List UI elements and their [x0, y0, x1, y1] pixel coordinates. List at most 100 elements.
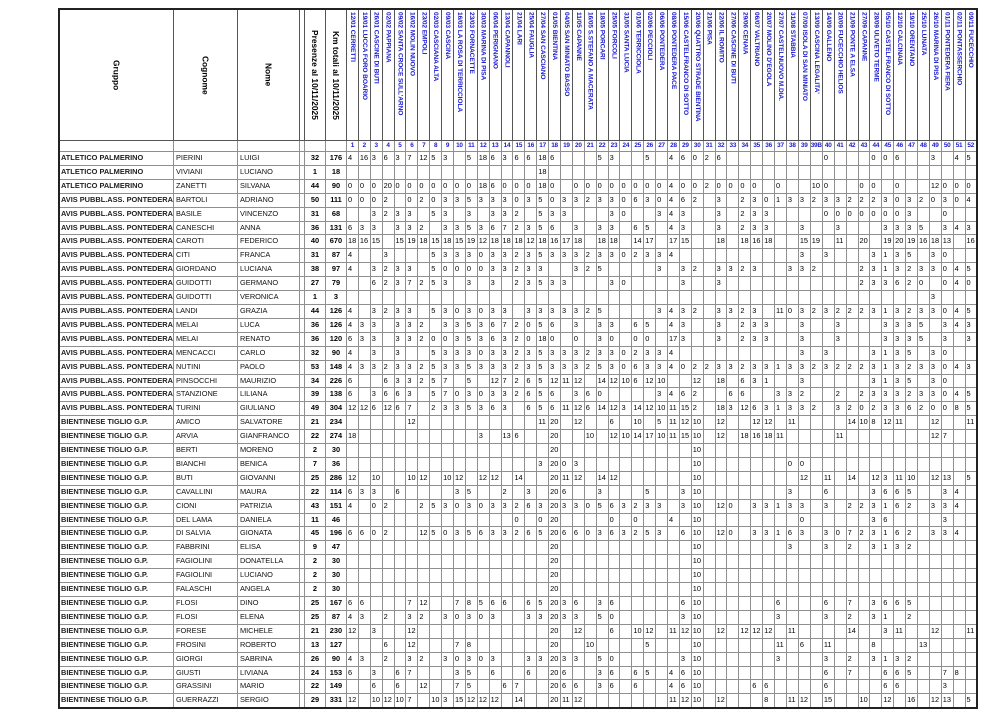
event-value-cell — [833, 693, 847, 709]
event-value-cell — [952, 637, 966, 653]
event-value-cell: 0 — [595, 387, 609, 403]
event-value-cell — [571, 582, 585, 597]
event-value-cell: 6 — [631, 317, 645, 333]
event-value-cell — [476, 512, 490, 528]
event-value-cell — [595, 443, 609, 458]
event-value-cell: 0 — [536, 512, 550, 528]
cognome-cell: DI SALVIA — [172, 526, 238, 542]
event-value-cell: 0 — [726, 178, 740, 194]
event-value-cell: 12 — [571, 470, 585, 486]
presenze-cell: 49 — [303, 401, 326, 417]
event-number: 33 — [726, 140, 740, 152]
event-value-cell: 3 — [619, 526, 633, 542]
event-value-cell — [845, 248, 859, 264]
event-value-cell — [702, 540, 716, 556]
event-value-cell — [441, 512, 454, 528]
event-value-cell — [785, 512, 799, 528]
event-value-cell: 6 — [393, 484, 407, 500]
km-cell: 126 — [324, 317, 347, 333]
col-header-gruppo: Gruppo — [58, 8, 174, 141]
event-value-cell: 1 — [774, 526, 787, 542]
event-value-cell — [429, 568, 443, 584]
event-value-cell — [797, 415, 811, 431]
event-value-cell — [619, 303, 633, 319]
event-value-cell — [464, 429, 478, 445]
event-value-cell — [952, 290, 966, 305]
event-value-cell — [405, 164, 419, 180]
event-value-cell — [845, 582, 859, 597]
event-value-cell: 11 — [785, 693, 799, 709]
event-value-cell — [631, 262, 645, 278]
event-value-cell — [405, 540, 419, 556]
event-number: 41 — [833, 140, 847, 152]
event-value-cell — [750, 387, 764, 403]
event-value-cell: 0 — [619, 276, 633, 292]
nome-cell: ANGELA — [236, 582, 300, 597]
event-value-cell: 7 — [940, 429, 954, 445]
event-value-cell — [833, 290, 847, 305]
event-value-cell — [357, 345, 371, 361]
event-value-cell — [833, 582, 847, 597]
event-value-cell: 3 — [405, 651, 419, 667]
cognome-cell: GUERRAZZI — [172, 693, 238, 709]
event-value-cell: 3 — [488, 651, 502, 667]
event-value-cell — [952, 345, 966, 361]
event-value-cell: 6 — [381, 387, 395, 403]
event-value-cell: 12 — [571, 693, 585, 709]
event-value-cell — [702, 345, 716, 361]
event-value-cell: 0 — [797, 512, 811, 528]
event-value-cell — [583, 220, 597, 236]
event-value-cell — [512, 303, 526, 319]
event-value-cell — [571, 554, 585, 570]
event-value-cell: 0 — [893, 206, 907, 222]
event-value-cell — [905, 164, 918, 180]
event-value-cell — [476, 443, 490, 458]
event-value-cell: 14 — [631, 429, 645, 445]
nome-cell: DINO — [236, 596, 300, 611]
event-value-cell — [560, 178, 573, 194]
event-value-cell: 10 — [631, 415, 645, 431]
event-value-cell: 0 — [369, 178, 383, 194]
event-value-cell — [595, 540, 609, 556]
event-value-cell — [916, 456, 930, 472]
event-value-cell — [869, 679, 883, 695]
event-value-cell: 0 — [857, 206, 871, 222]
event-value-cell: 18 — [738, 429, 752, 445]
event-header-label: 09/03 CASCINA — [444, 12, 452, 60]
event-value-cell — [667, 164, 680, 180]
event-value-cell: 2 — [738, 206, 752, 222]
group-cell: AVIS PUBBL.ASS. PONTEDERA — [58, 345, 174, 361]
event-value-cell: 3 — [643, 248, 657, 264]
event-value-cell — [381, 596, 395, 611]
event-value-cell: 5 — [464, 331, 478, 347]
event-value-cell — [869, 220, 883, 236]
event-value-cell: 3 — [452, 248, 466, 264]
event-value-cell: 3 — [488, 345, 502, 361]
event-value-cell — [916, 526, 930, 542]
nome-cell: FRANCA — [236, 248, 300, 264]
table-row: AVIS PUBBL.ASS. PONTEDERA GIORDANO LUCIANA… — [58, 262, 978, 278]
event-value-cell — [381, 665, 395, 681]
event-value-cell — [452, 623, 466, 639]
event-value-cell — [702, 303, 716, 319]
event-value-cell: 2 — [905, 540, 918, 556]
event-number: 3 — [369, 140, 383, 152]
event-value-cell: 2 — [583, 303, 597, 319]
event-value-cell — [452, 568, 466, 584]
event-value-cell: 3 — [464, 206, 478, 222]
event-value-cell: 2 — [417, 498, 431, 514]
event-value-cell — [583, 679, 597, 695]
event-value-cell — [833, 623, 847, 639]
event-value-cell — [809, 206, 823, 222]
event-value-cell — [607, 456, 621, 472]
event-value-cell — [381, 290, 395, 305]
group-cell: AVIS PUBBL.ASS. PONTEDERA — [58, 303, 174, 319]
event-value-cell — [857, 568, 871, 584]
event-value-cell — [809, 429, 823, 445]
event-value-cell: 3 — [797, 262, 811, 278]
event-value-cell — [631, 276, 645, 292]
event-number: 13 — [488, 140, 502, 152]
event-header: 04/05 SAN MINIATO BASSO — [560, 8, 573, 141]
event-value-cell: 4 — [952, 303, 966, 319]
event-value-cell — [619, 443, 633, 458]
